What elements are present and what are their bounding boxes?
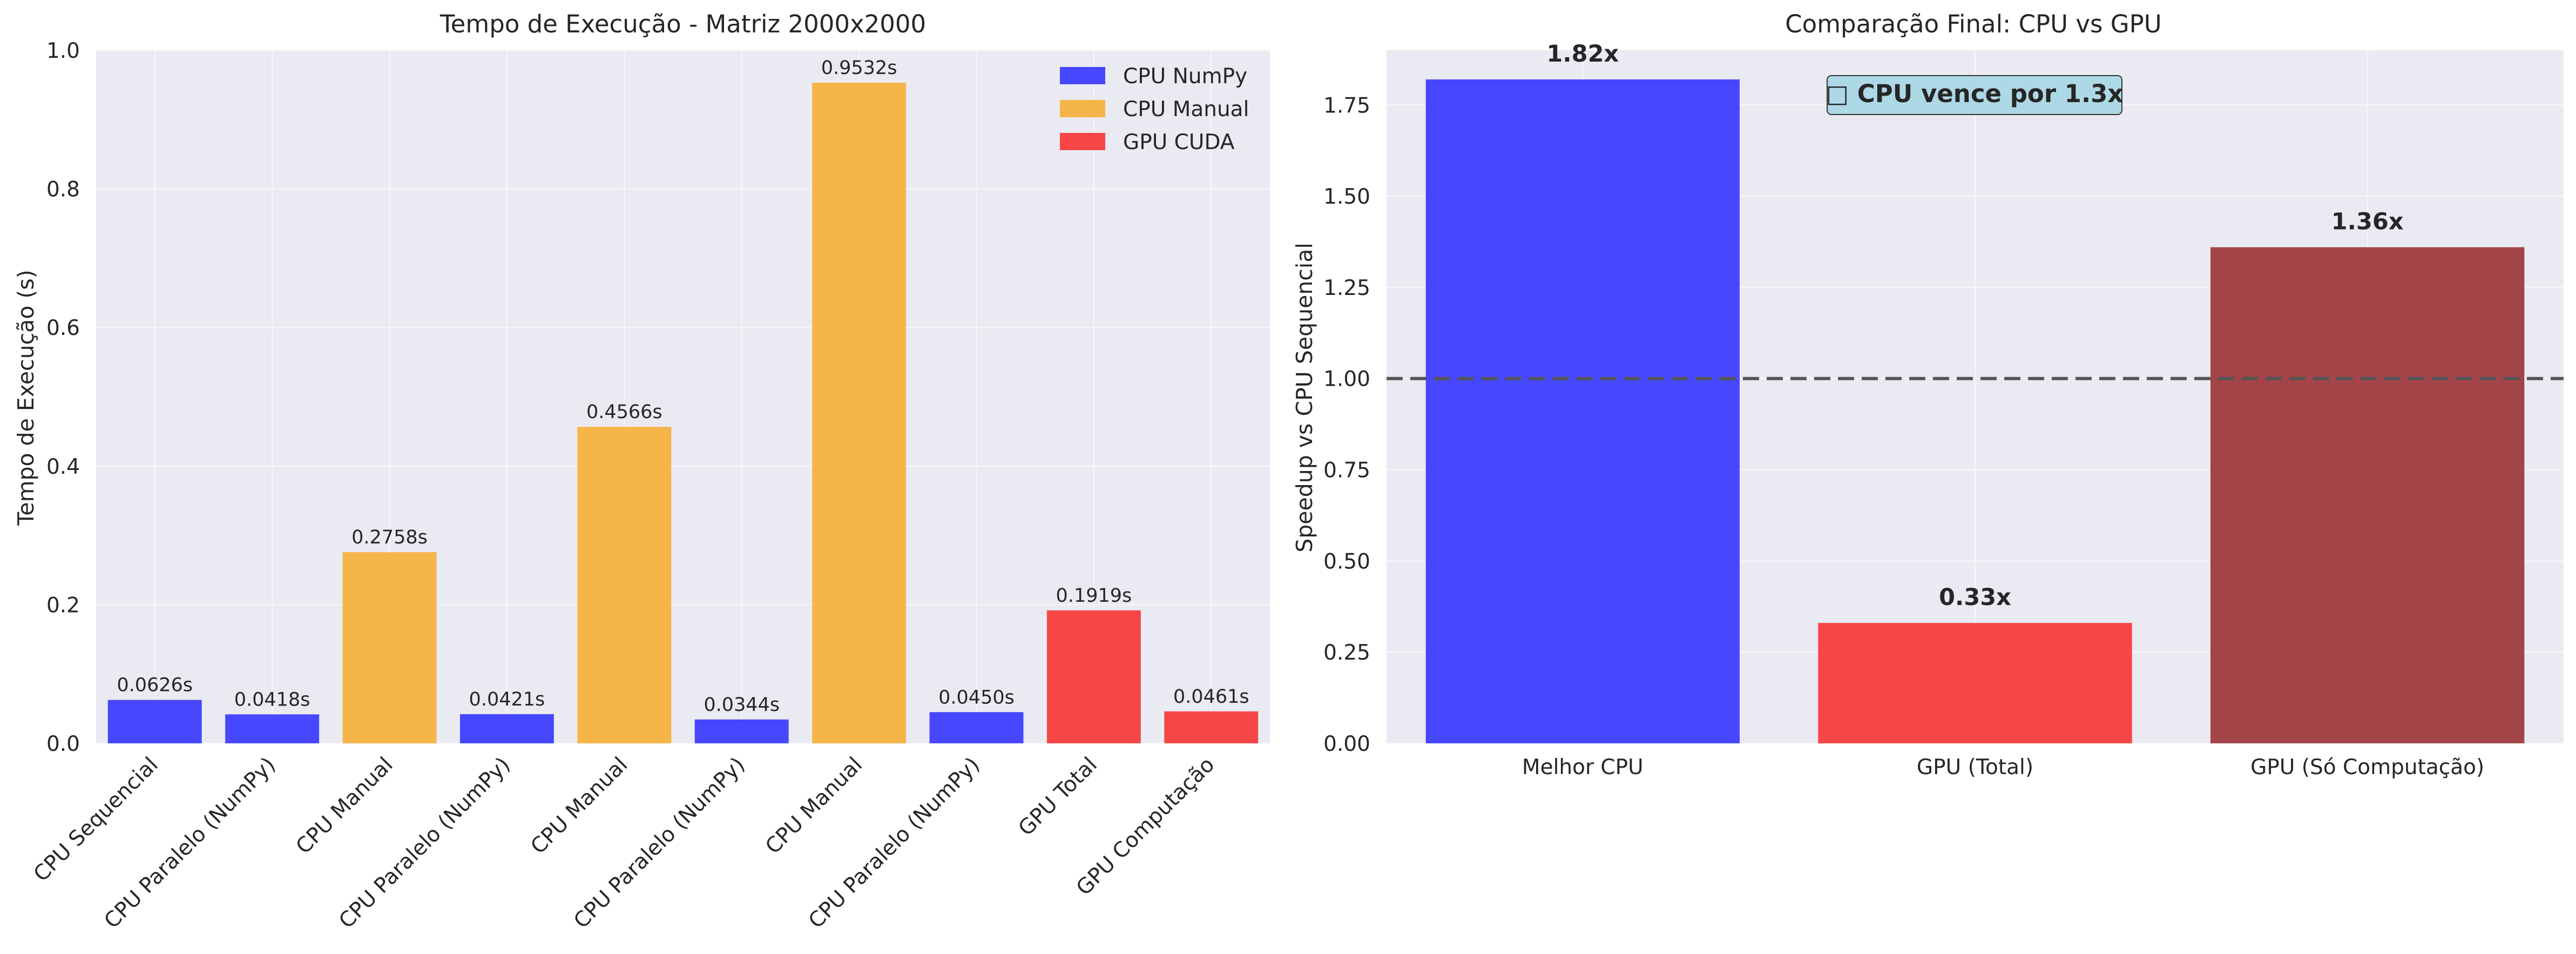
left-bar-value-label: 0.0626s: [117, 675, 193, 696]
left-x-tick-label: CPU Manual: [526, 753, 632, 859]
left-y-tick-label: 0.2: [46, 593, 80, 617]
right-x-tick-label: Melhor CPU: [1522, 755, 1644, 780]
legend-label: CPU NumPy: [1123, 64, 1247, 89]
left-y-tick-label: 0.6: [46, 316, 80, 340]
left-y-tick-label: 0.4: [46, 455, 80, 479]
left-chart-legend: CPU NumPy CPU Manual GPU CUDA: [1060, 64, 1249, 154]
left-bar-value-label: 0.2758s: [351, 527, 428, 548]
right-y-tick-label: 0.75: [1323, 459, 1370, 483]
left-y-tick-label: 0.0: [46, 732, 80, 756]
left-bar: [929, 712, 1024, 743]
left-x-tick-label: CPU Manual: [761, 753, 867, 859]
right-chart-plot-area: 0.00 0.25 0.50 0.75 1.00 1.25 1.50 1.75 1.82x Mel…: [1323, 41, 2564, 780]
left-x-tick-label: CPU Manual: [292, 753, 398, 859]
right-y-tick-label: 0.25: [1323, 641, 1370, 665]
left-y-tick-label: 0.8: [46, 178, 80, 202]
right-y-tick-label: 1.00: [1323, 367, 1370, 392]
legend-swatch: [1060, 67, 1105, 84]
left-bar-value-label: 0.9532s: [821, 57, 897, 79]
left-bar-value-label: 0.4566s: [586, 401, 662, 423]
right-x-tick-label: GPU (Só Computação): [2250, 755, 2484, 780]
right-bar: [2210, 247, 2525, 744]
left-chart-plot-area: 0.0 0.2 0.4 0.6 0.8 1.0 0.0626s CPU Sequencial 0…: [29, 39, 1270, 933]
right-y-tick-label: 1.50: [1323, 185, 1370, 209]
right-bar: [1425, 79, 1740, 744]
legend-swatch: [1060, 100, 1105, 117]
right-chart-title: Comparação Final: CPU vs GPU: [1785, 10, 2161, 38]
left-bar: [812, 83, 907, 743]
speedup-chart: Comparação Final: CPU vs GPU Speedup vs …: [1292, 10, 2564, 780]
right-y-tick-label: 0.50: [1323, 549, 1370, 574]
left-bar: [577, 427, 672, 743]
left-bar-value-label: 0.0450s: [938, 687, 1015, 708]
right-y-tick-label: 0.00: [1323, 732, 1370, 756]
legend-label: GPU CUDA: [1123, 130, 1235, 154]
left-bar: [694, 719, 789, 743]
left-bar-value-label: 0.0421s: [469, 689, 545, 710]
right-bar: [1818, 623, 2132, 743]
right-y-tick-label: 1.25: [1323, 276, 1370, 300]
right-bar-value-label: 0.33x: [1939, 584, 2011, 611]
right-x-tick-label: GPU (Total): [1917, 755, 2033, 780]
legend-label: CPU Manual: [1123, 97, 1249, 122]
left-chart-y-axis-label: Tempo de Execução (s): [13, 270, 39, 526]
left-x-tick-label: GPU Total: [1014, 753, 1102, 841]
left-bar: [225, 714, 320, 743]
left-bar-value-label: 0.0418s: [234, 689, 310, 710]
left-bar-value-label: 0.0344s: [704, 694, 780, 716]
left-y-tick-label: 1.0: [46, 39, 80, 63]
right-bar-value-label: 1.36x: [2331, 209, 2404, 236]
left-bar: [342, 552, 437, 743]
left-bar: [459, 714, 554, 743]
annotation-box: [1827, 75, 2122, 115]
right-bar-value-label: 1.82x: [1546, 41, 1619, 68]
left-bar: [1164, 711, 1259, 743]
right-y-tick-label: 1.75: [1323, 93, 1370, 118]
left-bar: [1046, 610, 1141, 743]
execution-time-chart: Tempo de Execução - Matriz 2000x2000 Tem…: [13, 10, 1270, 933]
left-chart-title: Tempo de Execução - Matriz 2000x2000: [440, 10, 926, 38]
annotation-text: □ CPU vence por 1.3x: [1826, 79, 2124, 108]
left-bar: [107, 700, 202, 743]
right-chart-y-axis-label: Speedup vs CPU Sequencial: [1292, 243, 1317, 553]
left-bar-value-label: 0.1919s: [1056, 585, 1132, 607]
left-x-tick-label: CPU Sequencial: [29, 753, 163, 886]
legend-swatch: [1060, 133, 1105, 150]
left-bar-value-label: 0.0461s: [1173, 686, 1249, 708]
